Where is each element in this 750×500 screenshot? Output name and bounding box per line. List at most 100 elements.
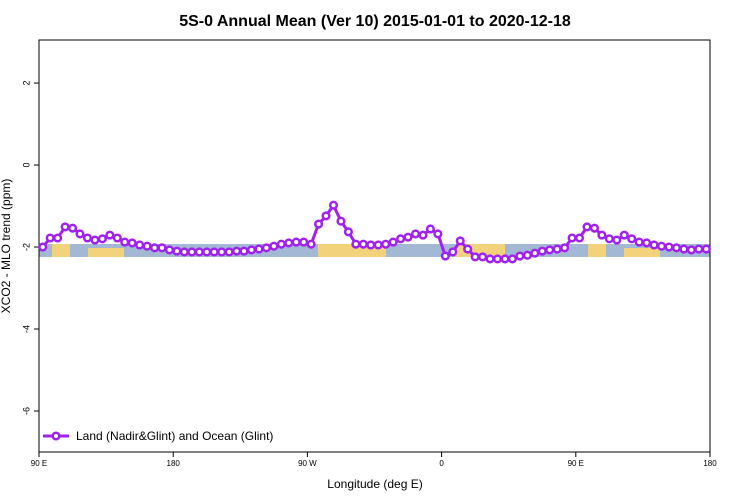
data-point [470, 252, 480, 262]
data-point [478, 252, 488, 262]
data-point [254, 244, 264, 254]
data-point [485, 254, 495, 264]
data-point [418, 230, 428, 240]
data-point [679, 244, 689, 254]
data-point [351, 239, 361, 249]
data-point [68, 223, 78, 233]
y-tick-label: -4 [21, 325, 31, 333]
data-point [291, 237, 301, 247]
data-point [373, 240, 383, 250]
data-point [500, 254, 510, 264]
data-point [90, 235, 100, 245]
data-point [105, 230, 115, 240]
data-point [694, 244, 704, 254]
land-strip [588, 244, 606, 257]
data-point [381, 239, 391, 249]
data-point [127, 238, 137, 248]
data-point [179, 247, 189, 257]
data-point [537, 246, 547, 256]
data-point [627, 234, 637, 244]
data-point [545, 245, 555, 255]
data-point [150, 243, 160, 253]
data-point [403, 232, 413, 242]
data-point [410, 229, 421, 239]
data-point [261, 243, 271, 253]
data-point [619, 230, 629, 240]
data-point [202, 247, 212, 257]
data-point [574, 233, 585, 243]
data-point [671, 243, 682, 253]
data-point [276, 239, 286, 249]
data-point [440, 251, 450, 261]
data-point [656, 241, 667, 251]
legend-label: Land (Nadir&Glint) and Ocean (Glint) [76, 429, 273, 443]
data-point [164, 245, 175, 255]
data-point [224, 247, 234, 257]
data-point [343, 227, 353, 237]
land-strip [52, 244, 70, 257]
x-tick-label: 180 [167, 459, 181, 468]
data-point [232, 246, 242, 256]
data-point [53, 233, 63, 243]
data-point [530, 248, 540, 258]
data-point [269, 241, 279, 251]
data-point [686, 245, 696, 255]
y-tick-label: 0 [21, 163, 31, 168]
data-point [112, 233, 122, 243]
chart-title: 5S-0 Annual Mean (Ver 10) 2015-01-01 to … [179, 13, 571, 30]
data-point [336, 216, 346, 226]
data-point [388, 237, 398, 247]
data-point [589, 223, 599, 233]
data-point [560, 243, 570, 253]
data-point [209, 247, 219, 257]
data-point [120, 237, 130, 247]
data-point [634, 237, 644, 247]
data-point [612, 235, 622, 245]
data-point [142, 241, 152, 251]
data-point [507, 254, 517, 264]
data-point [701, 244, 711, 254]
x-tick-label: 90 W [298, 459, 317, 468]
data-point [649, 240, 659, 250]
data-point [582, 222, 592, 232]
y-axis-label: XCO2 - MLO trend (ppm) [0, 179, 13, 314]
data-point [239, 246, 249, 256]
data-point [433, 229, 443, 239]
x-tick-label: 180 [703, 459, 717, 468]
data-point [306, 239, 316, 249]
data-point [597, 230, 607, 240]
data-point [515, 251, 525, 261]
data-point [82, 233, 93, 243]
data-point [455, 236, 465, 246]
x-tick-label: 0 [439, 459, 444, 468]
data-point [492, 254, 503, 264]
y-tick-label: -6 [21, 407, 31, 415]
data-point [187, 247, 197, 257]
x-tick-label: 90 E [568, 459, 584, 468]
data-point [246, 245, 257, 255]
data-point [448, 247, 458, 257]
data-point [194, 247, 204, 257]
data-point [552, 244, 562, 254]
data-point [567, 233, 577, 243]
y-tick-label: 2 [21, 81, 31, 86]
data-point [366, 240, 376, 250]
data-point [642, 238, 652, 248]
data-point [321, 211, 331, 221]
legend-marker [51, 431, 61, 441]
data-point [425, 224, 435, 234]
data-point [299, 237, 309, 247]
data-point [157, 243, 167, 253]
data-point [60, 222, 70, 232]
data-point [463, 244, 473, 254]
data-point [38, 242, 48, 252]
data-point [396, 234, 406, 244]
data-point [172, 246, 182, 256]
data-point [664, 242, 674, 252]
data-point [284, 238, 294, 248]
y-tick-label: -2 [21, 243, 31, 251]
data-point [522, 250, 532, 260]
data-point [217, 247, 227, 257]
data-point [45, 233, 55, 243]
land-strip [88, 248, 124, 257]
